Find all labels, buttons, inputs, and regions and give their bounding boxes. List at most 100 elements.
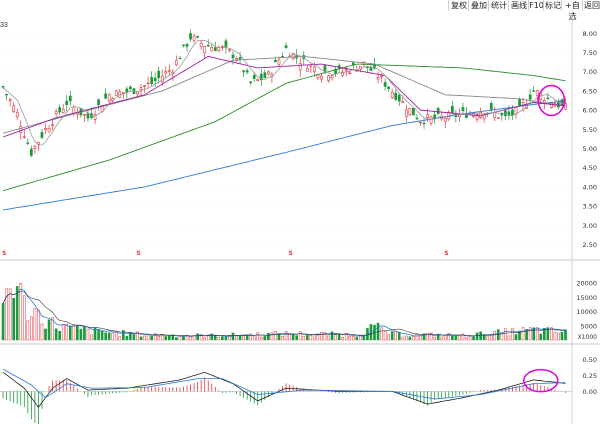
volume-bar <box>355 336 359 341</box>
volume-bar <box>397 332 401 341</box>
volume-bar <box>51 317 54 341</box>
candle-body <box>327 75 330 81</box>
candle-body <box>496 117 500 119</box>
candle-body <box>139 87 143 90</box>
volume-bar <box>30 316 33 341</box>
macd-axis-tick-label: 0.00 <box>583 388 597 396</box>
volume-bar <box>546 327 550 341</box>
volume-bar <box>348 336 352 341</box>
volume-bar <box>405 335 408 341</box>
candle-body <box>320 75 323 80</box>
tb-mark-button[interactable]: 标记 <box>543 0 561 11</box>
candle-body <box>323 65 327 72</box>
candle-body <box>8 99 12 102</box>
volume-bar <box>298 331 302 341</box>
candle-body <box>433 114 436 119</box>
candle-body <box>387 86 391 89</box>
volume-bar <box>390 331 394 341</box>
tb-overlay-button[interactable]: 叠加 <box>468 0 489 11</box>
candle-body <box>412 107 415 116</box>
candle-body <box>132 88 136 95</box>
volume-bar <box>422 333 426 341</box>
candle-body <box>213 47 217 52</box>
candle-body <box>429 116 433 124</box>
price-axis-tick-label: 3.00 <box>583 222 597 230</box>
volume-bar <box>553 332 557 341</box>
candle-body <box>40 132 44 138</box>
candle-body <box>344 69 348 71</box>
volume-bar <box>217 337 221 341</box>
candle-body <box>291 53 295 60</box>
volume-bar <box>104 332 107 341</box>
volume-bar <box>199 334 203 341</box>
candle-body <box>93 114 97 120</box>
volume-bar <box>344 333 348 341</box>
volume-bar <box>153 333 157 341</box>
volume-bar <box>472 336 475 341</box>
volume-bar <box>19 282 23 341</box>
candle-body <box>281 55 284 58</box>
volume-bar <box>150 335 153 341</box>
volume-bar <box>468 336 472 341</box>
candle-body <box>443 117 447 122</box>
volume-bar <box>100 330 104 341</box>
volume-bar <box>327 335 330 341</box>
signal-marker: S <box>136 250 140 257</box>
volume-bar <box>33 308 37 341</box>
volume-bar <box>26 320 30 341</box>
tb-back-button[interactable]: 返回 <box>582 0 600 11</box>
candle-body <box>475 114 479 120</box>
candle-body <box>19 126 23 134</box>
candle-body <box>189 33 192 40</box>
candle-body <box>560 99 564 106</box>
candle-body <box>224 40 228 48</box>
volume-bar <box>426 333 429 341</box>
price-axis-tick-label: 5.50 <box>583 126 597 134</box>
volume-bar <box>235 335 238 341</box>
ma-line-purple <box>2 55 566 138</box>
volume-bar <box>394 331 398 341</box>
volume-bar <box>111 332 115 341</box>
volume-bar <box>277 334 281 341</box>
candle-body <box>65 100 69 105</box>
tb-fuquan-button[interactable]: 复权 <box>448 0 469 11</box>
candle-body <box>61 108 65 114</box>
volume-bar <box>93 327 97 341</box>
candle-body <box>146 82 150 85</box>
volume-bar <box>359 335 362 341</box>
volume-bar <box>44 328 47 341</box>
volume-bar <box>61 324 65 341</box>
volume-bar <box>168 335 171 341</box>
volume-bar <box>15 286 19 341</box>
volume-bar <box>160 333 164 341</box>
candle-body <box>528 94 532 100</box>
candle-body <box>259 73 263 81</box>
volume-bar <box>118 336 122 341</box>
candle-body <box>206 45 210 47</box>
tb-stats-button[interactable]: 统计 <box>488 0 509 11</box>
candle-body <box>369 67 373 71</box>
volume-bar <box>238 336 242 341</box>
candle-body <box>153 77 157 82</box>
candle-body <box>479 112 482 118</box>
chart-toolbar: 复权 叠加 统计 画线 F10 标记 +自选 返回 <box>0 0 600 21</box>
volume-bar <box>252 336 256 341</box>
volume-bar <box>401 336 405 341</box>
candle-body <box>532 90 536 92</box>
candle-body <box>221 46 224 48</box>
price-axis-tick-label: 4.50 <box>583 164 597 172</box>
tb-draw-button[interactable]: 画线 <box>508 0 529 11</box>
volume-bar <box>231 332 235 341</box>
tb-f10-button[interactable]: F10 <box>528 0 544 11</box>
volume-bar <box>302 335 306 341</box>
candle-body <box>535 90 539 96</box>
candle-body <box>376 77 380 80</box>
volume-bar <box>146 334 150 341</box>
candle-body <box>160 75 164 83</box>
price-axis-tick-label: 8.00 <box>583 30 597 38</box>
volume-bar <box>443 334 447 341</box>
candle-body <box>68 95 72 102</box>
volume-bar <box>206 334 210 341</box>
candle-body <box>305 68 309 72</box>
